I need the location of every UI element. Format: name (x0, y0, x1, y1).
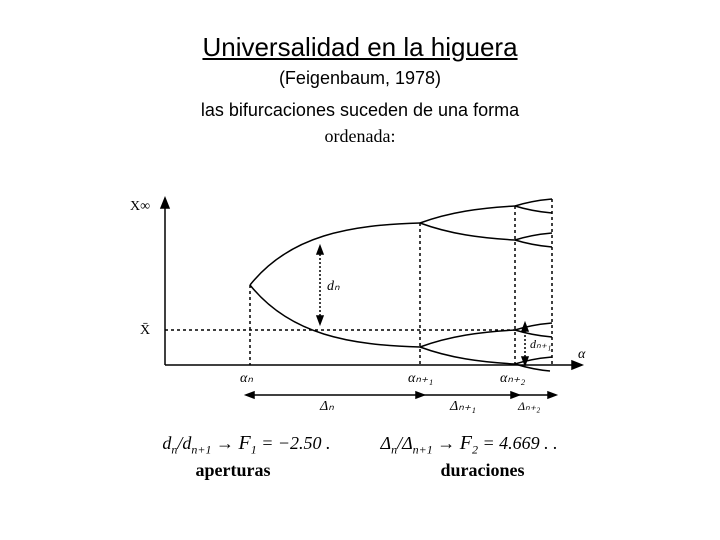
alpha-n1-label: αₙ₊₁ (408, 371, 433, 386)
dn1-label: dₙ₊₁ (530, 337, 551, 351)
Delta-n-label: Δₙ (319, 399, 334, 414)
body-line-1: las bifurcaciones suceden de una forma (0, 100, 720, 121)
Delta-n1-label: Δₙ₊₁ (449, 399, 476, 414)
formula-row: dn/dn+1 → F1 = −2.50 . Δn/Δn+1 → F2 = 4.… (0, 432, 720, 458)
page-title: Universalidad en la higuera (0, 32, 720, 63)
Delta-n2-label: Δₙ₊₂ (517, 399, 540, 413)
x-axis-label: α (578, 347, 586, 362)
formula-left: dn/dn+1 → F1 = −2.50 . (162, 432, 330, 458)
aperturas-label: aperturas (195, 460, 270, 481)
duraciones-label: duraciones (440, 460, 524, 481)
alpha-n2-label: αₙ₊₂ (500, 371, 525, 386)
labels-row: aperturas duraciones (0, 460, 720, 481)
page-subtitle: (Feigenbaum, 1978) (0, 68, 720, 89)
formula-right: Δn/Δn+1 → F2 = 4.669 . . (381, 432, 558, 458)
xbar-label: X̄ (140, 322, 150, 338)
y-axis-label: X∞ (130, 199, 150, 214)
bifurcation-diagram: X∞ α dₙ dₙ₊₁ X̄ (120, 190, 600, 420)
dn-label: dₙ (327, 279, 340, 294)
body-line-2: ordenada: (0, 126, 720, 147)
alpha-n-label: αₙ (240, 371, 253, 386)
